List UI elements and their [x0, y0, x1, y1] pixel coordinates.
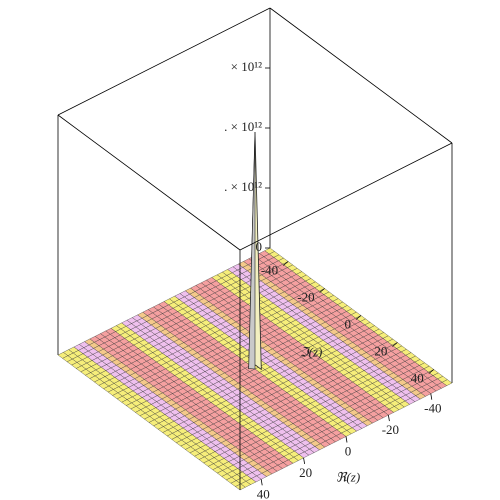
y-tick-label: -20 — [297, 289, 314, 304]
y-tick — [355, 315, 362, 320]
x-tick-label: 0 — [345, 443, 352, 458]
spike-shade — [248, 131, 256, 370]
y-tick — [428, 369, 435, 374]
y-tick-label: -40 — [261, 262, 278, 277]
y-tick — [319, 288, 325, 293]
y-tick — [392, 342, 398, 347]
z-tick-label: × 10¹² — [231, 59, 262, 74]
y-tick-label: 40 — [411, 370, 424, 385]
x-tick-label: 20 — [299, 465, 312, 480]
x-tick — [345, 436, 348, 443]
y-axis-label: ℑ(z) — [300, 344, 323, 359]
x-tick-label: 40 — [257, 486, 270, 500]
box-edge — [239, 142, 453, 251]
box-edge — [57, 7, 271, 116]
box-edge — [269, 7, 453, 144]
x-tick-label: -20 — [382, 422, 399, 437]
y-tick-label: 0 — [345, 316, 352, 331]
z-tick-label: . × 10¹² — [224, 179, 262, 194]
y-tick — [282, 261, 289, 266]
y-tick-label: 20 — [374, 343, 387, 358]
x-tick — [303, 457, 305, 464]
x-tick — [388, 415, 390, 422]
x-tick — [430, 393, 433, 400]
x-axis-label: ℜ(z) — [336, 469, 360, 484]
z-tick-label: 0 — [256, 239, 263, 254]
x-tick-label: -40 — [424, 401, 441, 416]
box-edge — [57, 114, 241, 251]
x-tick — [260, 479, 263, 486]
z-tick-label: . × 10¹² — [224, 119, 262, 134]
